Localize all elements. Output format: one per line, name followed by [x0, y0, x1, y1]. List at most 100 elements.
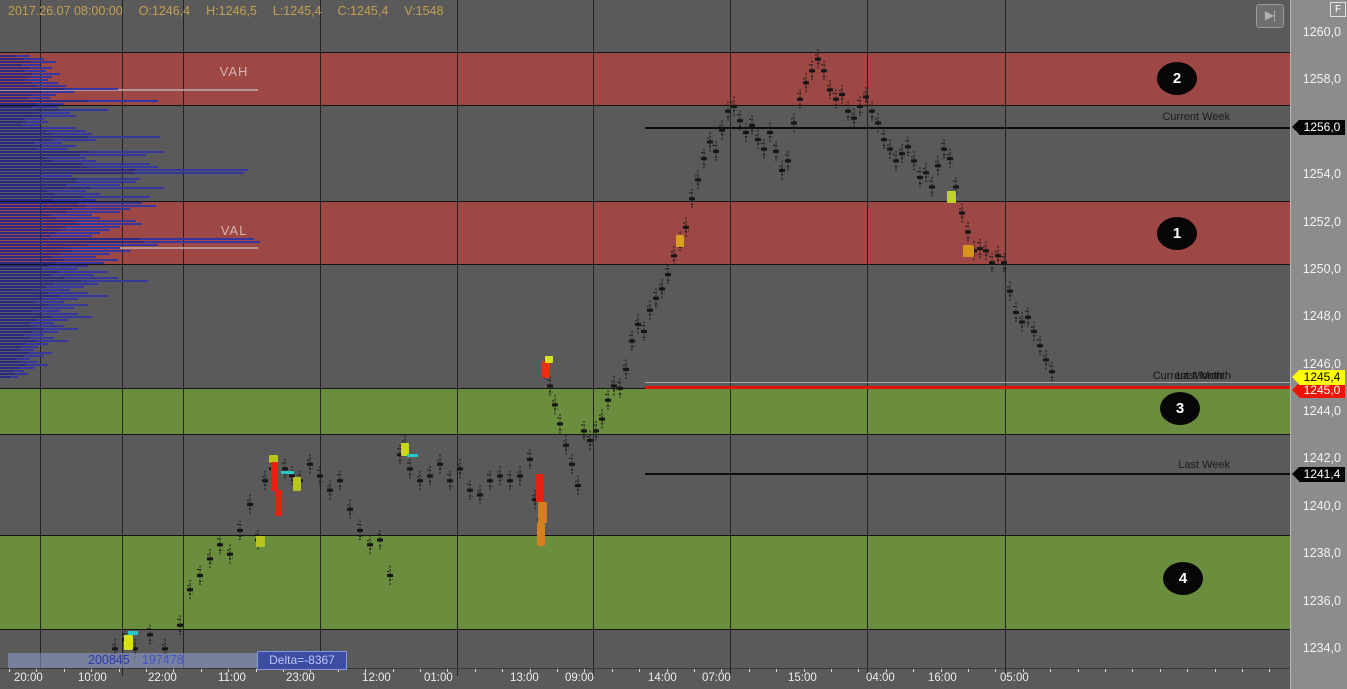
price-tick-label: 1246,0: [1302, 356, 1341, 371]
vertical-gridline: [183, 0, 184, 668]
time-axis-tick: [1187, 668, 1189, 672]
price-tick-label: 1260,0: [1302, 25, 1341, 39]
fixed-scale-button[interactable]: F: [1330, 2, 1346, 17]
zone-band-3: [0, 388, 1290, 436]
time-axis-tick: [1214, 668, 1216, 672]
volume-profile-bar-inner: [0, 328, 43, 330]
volume-profile-bar-inner: [0, 349, 19, 351]
time-hour-label: 22:00: [148, 672, 177, 684]
price-badge: 1241,4: [1292, 466, 1345, 482]
time-axis-tick: [1132, 668, 1134, 672]
volume-profile-bar-inner: [0, 304, 48, 306]
chart-canvas[interactable]: 2 1 3 4 2017.26.07 08:00:00 O:1246,4 H:1246,5…: [0, 0, 1290, 689]
volume-profile-bar-inner: [0, 148, 37, 150]
volume-profile-bar-inner: [0, 364, 26, 366]
volume-profile-bar-inner: [0, 70, 25, 72]
price-badge: 1245,4: [1292, 370, 1345, 386]
time-hour-label: 07:00: [702, 672, 731, 684]
volume-profile-bar-inner: [0, 187, 90, 189]
volume-profile-bar-inner: [0, 208, 72, 210]
time-axis-tick: [858, 668, 860, 672]
volume-profile-bar-inner: [0, 265, 48, 267]
price-tick-label: 1248,0: [1302, 309, 1341, 324]
volume-profile-bar-inner: [0, 325, 35, 327]
time-axis-tick: [803, 668, 805, 672]
current-month-label: Current Month: [1152, 370, 1223, 382]
volume-profile-bar-inner: [0, 376, 10, 378]
volume-total-value: 200845: [88, 653, 130, 667]
price-tick-label: 1254,0: [1302, 167, 1341, 182]
skip-to-end-button[interactable]: ▶|: [1256, 4, 1284, 28]
volume-profile-bar-inner: [0, 334, 24, 336]
volume-profile-bar-inner: [0, 214, 51, 216]
volume-cluster-marker: [537, 523, 545, 546]
val-label: VAL: [220, 223, 248, 238]
volume-profile-bar-inner: [0, 178, 77, 180]
time-hour-label: 12:00: [362, 672, 391, 684]
volume-cluster-marker: [538, 502, 547, 523]
volume-profile-bar-inner: [0, 346, 21, 348]
price-badge-arrow: [1292, 466, 1299, 481]
volume-profile-bar-inner: [0, 184, 66, 186]
time-hour-label: 11:00: [218, 672, 246, 684]
time-axis-tick: [474, 668, 476, 672]
volume-secondary-value: 197478: [142, 653, 184, 667]
volume-profile-bar-inner: [0, 361, 21, 363]
zone-band-1: [0, 201, 1290, 265]
time-hour-label: 20:00: [14, 672, 43, 684]
time-axis-tick: [118, 668, 120, 672]
volume-profile-bar-inner: [0, 202, 78, 204]
volume-profile-bar-inner: [0, 85, 36, 87]
volume-profile-bar-inner: [0, 88, 65, 90]
volume-profile-bar-inner: [0, 232, 55, 234]
vertical-gridline: [457, 0, 458, 676]
time-axis[interactable]: 17.07.2017 1:00:0018.07.2017 1:00:0019.0…: [0, 668, 1290, 689]
volume-cluster-marker: [947, 191, 956, 203]
price-axis[interactable]: F 1260,0 1258,0 1254,0 1252,0 1250,0 1248,0 12…: [1290, 0, 1347, 689]
vertical-gridline: [320, 0, 321, 668]
time-axis-tick: [1242, 668, 1243, 672]
zone-circle-4: 4: [1163, 561, 1203, 595]
volume-profile-bar-inner: [0, 229, 61, 231]
time-hour-label: 14:00: [648, 672, 677, 684]
price-tick-label: 1240,0: [1302, 498, 1341, 513]
volume-profile-bar-inner: [0, 277, 65, 279]
volume-profile-bar-inner: [0, 109, 59, 111]
time-hour-label: 16:00: [928, 672, 957, 684]
delta-badge: Delta=-8367: [257, 651, 347, 670]
price-badge-arrow: [1292, 119, 1299, 134]
volume-profile-bar-inner: [0, 166, 87, 168]
time-axis-tick: [995, 668, 997, 672]
volume-profile-bar-inner: [0, 355, 24, 357]
time-axis-tick: [337, 668, 339, 672]
volume-profile-bar-inner: [0, 205, 86, 207]
volume-profile-bar-inner: [0, 280, 81, 282]
skip-forward-icon: ▶|: [1264, 8, 1276, 22]
chart-layers: 2 1 3 4: [0, 0, 1290, 676]
last-week-line: [645, 472, 1290, 475]
volume-cluster-marker: [542, 361, 550, 378]
volume-profile-bar-inner: [0, 103, 35, 105]
price-badge-arrow: [1292, 370, 1299, 385]
volume-profile-bar-inner: [0, 133, 51, 135]
time-axis-tick: [776, 668, 778, 672]
price-tick-label: 1258,0: [1302, 72, 1341, 87]
volume-profile-bar-inner: [0, 154, 80, 156]
volume-profile-bar-inner: [0, 79, 26, 81]
time-axis-tick: [310, 668, 312, 672]
volume-profile-bar-inner: [0, 319, 37, 321]
price-tick-label: 1236,0: [1302, 593, 1341, 608]
volume-cluster-marker: [407, 454, 418, 457]
volume-profile-bar-inner: [0, 373, 15, 375]
volume-profile-bar-inner: [0, 331, 32, 333]
volume-profile-bar-inner: [0, 250, 72, 252]
price-tick-label: 1250,0: [1302, 261, 1341, 276]
volume-profile-bar-inner: [0, 76, 29, 78]
volume-profile-bar-inner: [0, 271, 59, 273]
price-tick-label: 1244,0: [1302, 404, 1341, 418]
volume-profile-bar-inner: [0, 322, 30, 324]
volume-profile-bar-inner: [0, 196, 83, 198]
volume-profile-bar-inner: [0, 157, 47, 159]
price-tick-label: 1238,0: [1302, 546, 1341, 561]
volume-profile-bar-inner: [0, 151, 90, 153]
